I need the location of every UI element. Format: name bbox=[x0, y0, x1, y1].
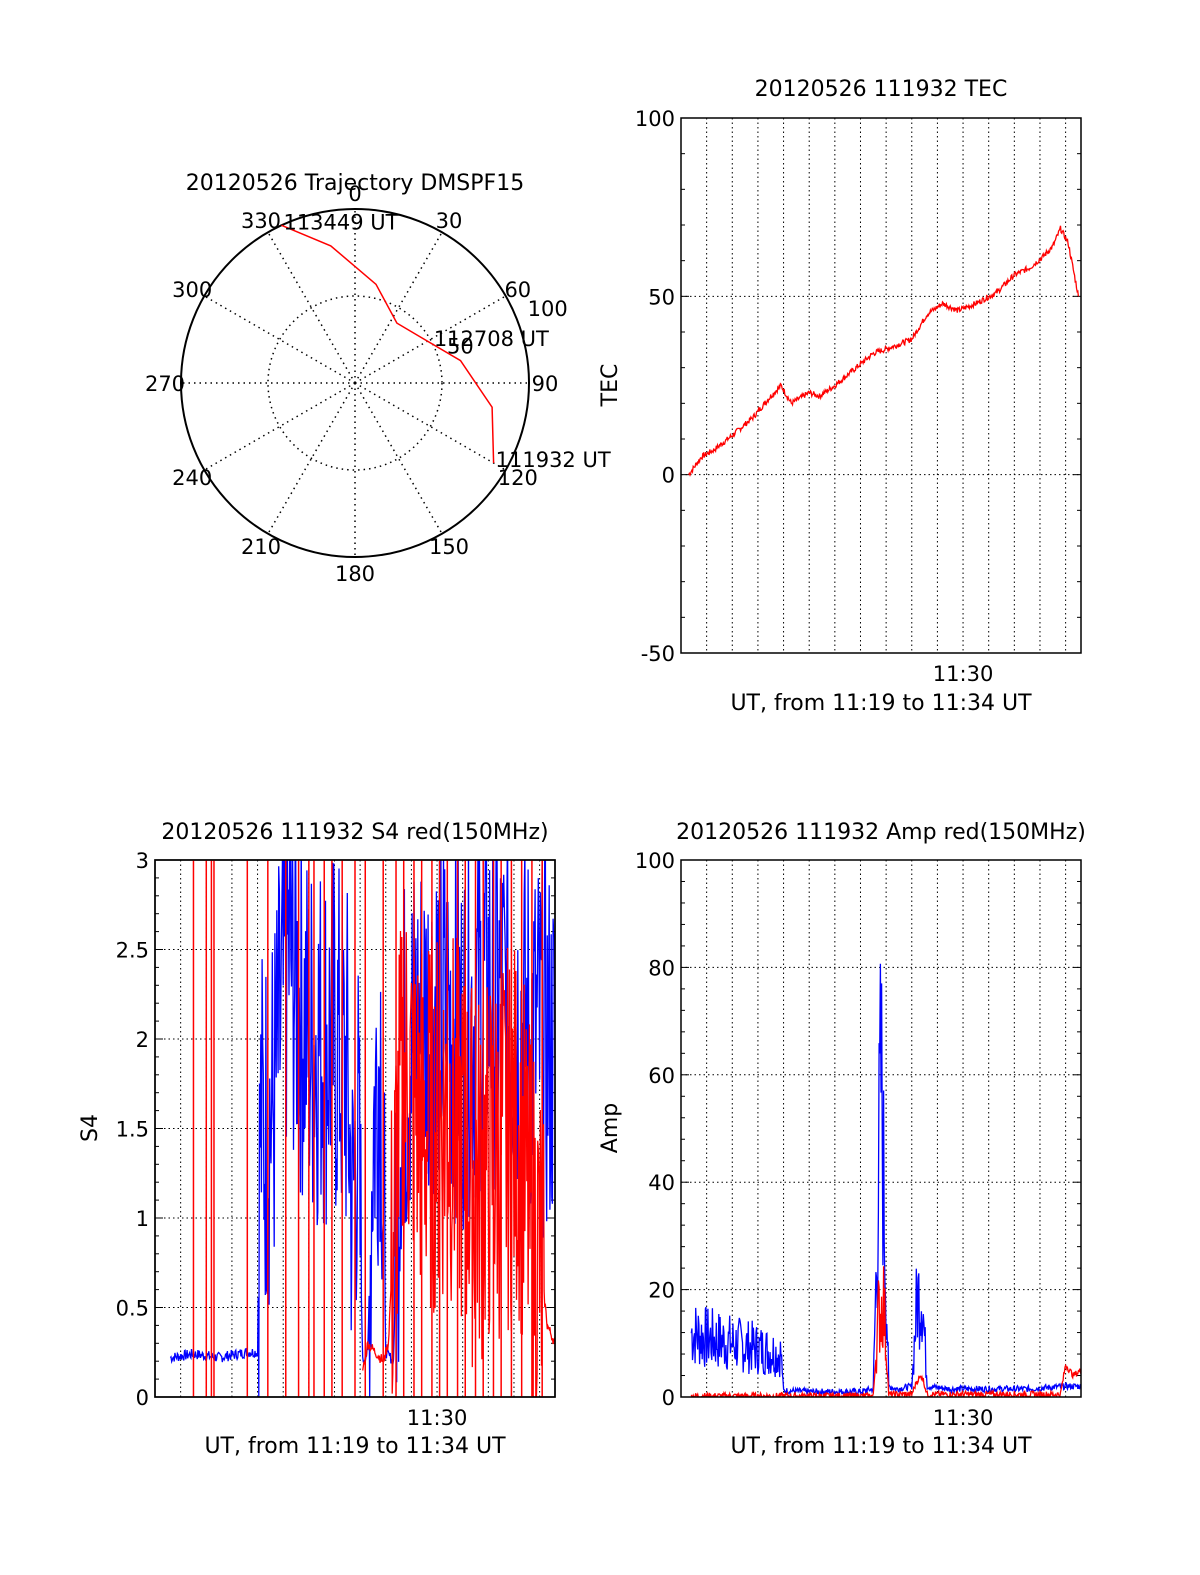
amp-ytick-label: 60 bbox=[648, 1064, 675, 1088]
polar-grid-spoke bbox=[354, 382, 443, 535]
polar-annotation: 111932 UT bbox=[496, 448, 611, 472]
amp-ytick-label: 0 bbox=[662, 1386, 675, 1410]
s4-ytick-label: 2.5 bbox=[116, 939, 149, 963]
amp-ylabel: Amp bbox=[598, 1103, 623, 1153]
amp-frame bbox=[680, 859, 1082, 1398]
polar-angle-label: 300 bbox=[172, 278, 212, 302]
polar-outer-circle bbox=[180, 208, 530, 558]
tec-ytick-label: -50 bbox=[641, 642, 675, 666]
s4-ytick-label: 0.5 bbox=[116, 1297, 149, 1321]
s4-frame-top bbox=[154, 859, 556, 1398]
tec-title: 20120526 111932 TEC bbox=[755, 77, 1008, 102]
tec-ytick-label: 50 bbox=[648, 285, 675, 309]
polar-angle-label: 120 bbox=[498, 466, 538, 490]
polar-title: 20120526 Trajectory DMSPF15 bbox=[186, 171, 524, 196]
polar-angle-label: 210 bbox=[241, 535, 281, 559]
polar-grid-spoke bbox=[203, 295, 356, 384]
polar-angle-label: 30 bbox=[436, 209, 463, 233]
polar-trajectory-line bbox=[281, 224, 495, 464]
polar-angle-label: 180 bbox=[335, 562, 375, 586]
amp-title: 20120526 111932 Amp red(150MHz) bbox=[676, 820, 1086, 845]
s4-ytick-label: 1.5 bbox=[116, 1118, 149, 1142]
amp-ytick-label: 40 bbox=[648, 1171, 675, 1195]
tec-series-line bbox=[688, 225, 1080, 477]
amp-series-line bbox=[690, 1266, 1081, 1397]
s4-ytick-label: 3 bbox=[136, 849, 149, 873]
tec-chart: 20120526 111932 TEC UT, from 11:19 to 11… bbox=[598, 77, 1082, 716]
tec-ytick-label: 0 bbox=[662, 464, 675, 488]
tec-xlabel: UT, from 11:19 to 11:34 UT bbox=[730, 691, 1032, 716]
s4-ytick-label: 1 bbox=[136, 1207, 149, 1231]
amp-ytick-label: 100 bbox=[635, 849, 675, 873]
polar-angle-label: 270 bbox=[145, 372, 185, 396]
tec-ytick-label: 100 bbox=[635, 107, 675, 131]
amp-xtick-label: 11:30 bbox=[933, 1406, 994, 1430]
s4-title: 20120526 111932 S4 red(150MHz) bbox=[161, 820, 548, 845]
polar-radius-label: 100 bbox=[528, 297, 568, 321]
tec-ylabel: TEC bbox=[598, 364, 623, 408]
amp-ytick-label: 20 bbox=[648, 1279, 675, 1303]
polar-angle-label: 150 bbox=[429, 535, 469, 559]
s4-series-line bbox=[362, 930, 555, 1397]
s4-ytick-label: 0 bbox=[136, 1386, 149, 1410]
polar-grid-spoke bbox=[354, 295, 507, 384]
s4-ytick-label: 2 bbox=[136, 1028, 149, 1052]
polar-grid-spoke bbox=[267, 231, 356, 384]
polar-grid-spoke bbox=[354, 382, 507, 471]
polar-grid-spoke bbox=[267, 382, 356, 535]
s4-ylabel: S4 bbox=[78, 1114, 103, 1142]
polar-grid-spoke bbox=[203, 382, 356, 471]
trajectory-polar-chart: 20120526 Trajectory DMSPF15 0 30 60 90 120 15… bbox=[145, 171, 611, 586]
polar-angle-label: 0 bbox=[348, 182, 361, 206]
polar-grid-spoke bbox=[354, 231, 443, 384]
polar-annotation: 113449 UT bbox=[283, 210, 398, 234]
polar-grid-circle bbox=[267, 295, 443, 471]
s4-chart: 20120526 111932 S4 red(150MHz) UT, from … bbox=[78, 820, 556, 1459]
tec-frame bbox=[680, 117, 1082, 654]
polar-annotation: 112708 UT bbox=[434, 327, 549, 351]
polar-angle-label: 60 bbox=[504, 278, 531, 302]
s4-xtick-label: 11:30 bbox=[407, 1406, 468, 1430]
polar-angle-label: 90 bbox=[532, 372, 559, 396]
polar-angle-label: 240 bbox=[172, 466, 212, 490]
tec-xtick-label: 11:30 bbox=[933, 662, 994, 686]
polar-angle-label: 330 bbox=[241, 209, 281, 233]
amp-ytick-label: 80 bbox=[648, 956, 675, 980]
amp-chart: 20120526 111932 Amp red(150MHz) UT, from… bbox=[598, 820, 1086, 1459]
amp-xlabel: UT, from 11:19 to 11:34 UT bbox=[730, 1434, 1032, 1459]
s4-xlabel: UT, from 11:19 to 11:34 UT bbox=[204, 1434, 506, 1459]
amp-series-line bbox=[690, 963, 1081, 1397]
